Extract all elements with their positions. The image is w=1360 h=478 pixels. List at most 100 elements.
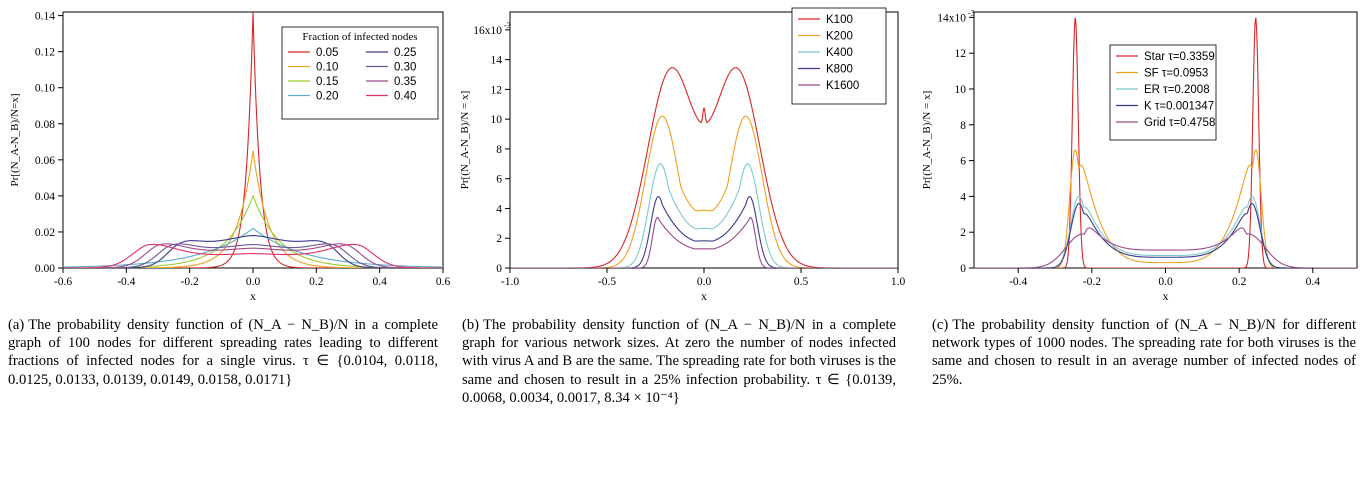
x-tick-label: -0.2	[1083, 276, 1101, 288]
legend-label: Star τ=0.3359	[1144, 51, 1215, 63]
caption-label-a: (a)	[8, 317, 25, 333]
x-tick-label: 0.4	[1306, 276, 1321, 288]
legend-label: ER τ=0.2008	[1144, 84, 1210, 96]
caption-text-c: The probability density function of (N_A…	[932, 317, 1356, 388]
legend-label: K800	[826, 64, 853, 76]
series-line-7	[63, 243, 443, 268]
x-tick-label: 0.0	[697, 276, 712, 288]
caption-b: (b) The probability density function of (…	[462, 316, 896, 407]
x-axis-label: x	[701, 289, 707, 303]
x-axis-label: x	[1163, 289, 1169, 303]
caption-a: (a) The probability density function of (…	[8, 316, 438, 389]
x-tick-label: 1.0	[891, 276, 906, 288]
x-tick-label: -0.5	[598, 276, 616, 288]
y-tick-label: 0.00	[35, 263, 55, 275]
x-tick-label: 0.0	[246, 276, 261, 288]
y-axis-label: Pr[(N_A-N_B)/N = x]	[921, 91, 933, 189]
legend-label: 0.25	[394, 47, 416, 59]
y-tick-label: 0.10	[35, 83, 55, 95]
caption-label-b: (b)	[462, 317, 480, 333]
y-tick-label: 8	[960, 120, 966, 132]
x-tick-label: -0.4	[1009, 276, 1027, 288]
x-tick-label: 0.5	[794, 276, 809, 288]
series-line-2	[974, 195, 1357, 268]
series-line-0	[63, 11, 443, 268]
y-tick-label: 12	[491, 84, 503, 96]
y-exponent: -3	[968, 8, 975, 17]
series-line-4	[510, 216, 898, 268]
legend-label: 0.05	[316, 47, 338, 59]
series-line-2	[510, 163, 898, 268]
legend-label: 0.10	[316, 62, 338, 74]
caption-text-a: The probability density function of (N_A…	[8, 317, 438, 388]
x-tick-label: 0.2	[1232, 276, 1247, 288]
series-line-1	[974, 149, 1357, 268]
caption-label-c: (c)	[932, 317, 949, 333]
y-tick-label: 10	[955, 84, 967, 96]
y-tick-label: 6	[960, 156, 966, 168]
y-tick-label: 0.04	[35, 191, 55, 203]
y-tick-label: 16x10	[473, 25, 502, 37]
series-line-2	[63, 194, 443, 268]
density-plot-a: -0.6 -0.4 -0.2 0.0 0.2 0.4 0.6 0.00 0.02 0.04 0.06…	[9, 11, 451, 303]
y-tick-label: 0.14	[35, 11, 55, 23]
legend-label: K400	[826, 47, 853, 59]
y-exponent: -3	[504, 21, 511, 30]
caption-text-b: The probability density function of (N_A…	[462, 317, 896, 406]
series-line-3	[63, 227, 443, 268]
y-tick-label: 2	[496, 233, 502, 245]
series-line-4	[63, 234, 443, 268]
legend-label: K100	[826, 14, 853, 26]
legend-box	[1109, 44, 1217, 141]
series-line-3	[510, 195, 898, 268]
legend-box	[791, 7, 887, 105]
x-axis-label: x	[250, 289, 256, 303]
x-tick-label: -0.2	[181, 276, 199, 288]
x-tick-label: -1.0	[501, 276, 519, 288]
caption-c: (c) The probability density function of (…	[932, 316, 1356, 389]
density-plot-c: -0.4 -0.2 0.0 0.2 0.4 0 2 4 6 8 10 12 14x10 -3 x Pr[(N_…	[921, 8, 1358, 303]
legend-title: Fraction of infected nodes	[302, 31, 417, 43]
y-tick-label: 0.08	[35, 119, 55, 131]
x-tick-label: 0.0	[1158, 276, 1173, 288]
legend-label: 0.15	[316, 76, 338, 88]
legend-label: 0.20	[316, 91, 338, 103]
series-line-3	[974, 202, 1357, 268]
series-line-1	[510, 115, 898, 268]
series-line-5	[63, 243, 443, 268]
legend-label: K200	[826, 31, 853, 43]
y-tick-label: 14	[491, 55, 503, 67]
legend-label: SF τ=0.0953	[1144, 68, 1208, 80]
y-axis-label: Pr[(N_A-N_B)/N = x]	[459, 91, 471, 189]
legend-label: 0.30	[394, 62, 416, 74]
series-line-1	[63, 150, 443, 268]
x-tick-label: -0.6	[54, 276, 72, 288]
y-tick-label: 2	[960, 227, 966, 239]
legend-label: K1600	[826, 80, 859, 92]
y-tick-label: 0.06	[35, 155, 55, 167]
legend-box	[281, 26, 439, 120]
x-tick-label: 0.4	[372, 276, 387, 288]
y-tick-label: 10	[491, 114, 503, 126]
density-plot-b: -1.0 -0.5 0.0 0.5 1.0 0 2 4 6 8 10 12 14 16x10 -3 x Pr[(…	[459, 7, 906, 303]
legend-label: 0.35	[394, 76, 416, 88]
y-tick-label: 12	[955, 48, 967, 60]
y-tick-label: 6	[496, 174, 502, 186]
legend-label: K τ=0.001347	[1144, 101, 1214, 113]
x-tick-label: 0.2	[309, 276, 324, 288]
series-line-4	[974, 227, 1357, 268]
y-tick-label: 4	[960, 191, 966, 203]
legend-label: Grid τ=0.4758	[1144, 117, 1215, 129]
y-tick-label: 0	[960, 263, 966, 275]
y-tick-label: 8	[496, 144, 502, 156]
y-tick-label: 4	[496, 203, 502, 215]
y-tick-label: 0.02	[35, 227, 55, 239]
series-line-6	[63, 243, 443, 268]
x-tick-label: 0.6	[436, 276, 451, 288]
y-tick-label: 14x10	[937, 12, 966, 24]
y-axis-label: Pr[(N_A-N_B)/N=x]	[9, 94, 21, 187]
y-tick-label: 0	[496, 263, 502, 275]
legend-label: 0.40	[394, 91, 416, 103]
x-tick-label: -0.4	[117, 276, 135, 288]
y-tick-label: 0.12	[35, 47, 55, 59]
